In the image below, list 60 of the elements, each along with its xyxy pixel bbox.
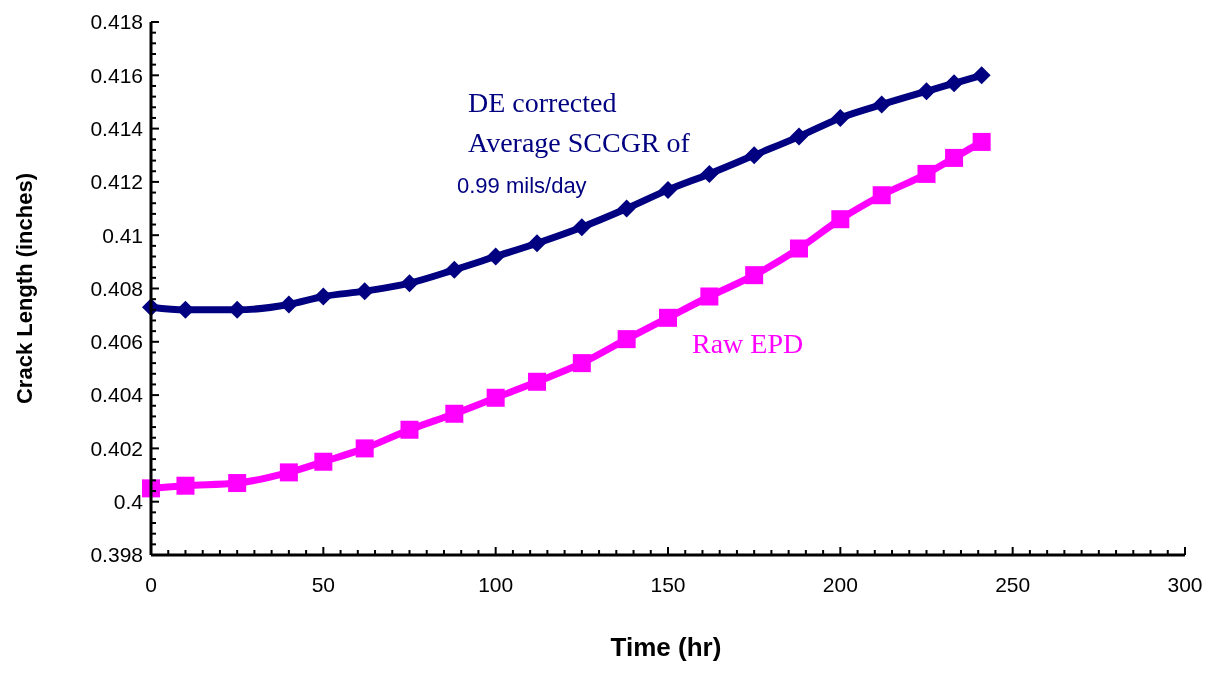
point bbox=[917, 82, 936, 101]
point bbox=[400, 274, 419, 293]
point bbox=[445, 260, 464, 279]
y-tick-label: 0.408 bbox=[90, 276, 143, 300]
y-tick-label: 0.406 bbox=[90, 330, 143, 354]
y-tick-label: 0.412 bbox=[90, 170, 143, 194]
point bbox=[279, 463, 298, 482]
x-tick-label: 50 bbox=[311, 573, 336, 597]
series-label: Raw EPD bbox=[692, 328, 804, 359]
point bbox=[486, 247, 505, 266]
point bbox=[355, 439, 374, 458]
y-tick-label: 0.4 bbox=[113, 490, 144, 514]
y-axis-title: Crack Length (inches) bbox=[12, 172, 37, 405]
point bbox=[745, 146, 764, 165]
x-tick-label: 250 bbox=[995, 573, 1031, 597]
x-tick-label: 150 bbox=[650, 573, 686, 597]
y-tick-label: 0.418 bbox=[90, 10, 143, 34]
point bbox=[314, 287, 333, 306]
y-tick-label: 0.398 bbox=[90, 543, 143, 567]
point bbox=[872, 186, 891, 205]
annotation: Average SCCGR of bbox=[468, 127, 691, 158]
x-tick-label: 200 bbox=[822, 573, 858, 597]
point bbox=[528, 372, 547, 391]
point bbox=[831, 108, 850, 127]
point bbox=[314, 452, 333, 471]
point bbox=[617, 330, 636, 349]
point bbox=[572, 218, 591, 237]
x-tick-label: 100 bbox=[478, 573, 514, 597]
point bbox=[659, 308, 677, 327]
point bbox=[445, 404, 464, 423]
y-tick-label: 0.402 bbox=[90, 436, 143, 460]
x-axis-title: Time (hr) bbox=[610, 632, 722, 662]
point bbox=[917, 164, 936, 183]
text: DE corrected bbox=[468, 87, 617, 118]
annotation: 0.99 mils/day bbox=[457, 173, 587, 198]
point bbox=[176, 476, 195, 495]
x-tick-label: 0 bbox=[145, 573, 157, 597]
x-tick-label: 300 bbox=[1167, 573, 1203, 597]
point bbox=[528, 234, 547, 253]
point bbox=[831, 210, 850, 229]
point bbox=[972, 66, 991, 85]
point bbox=[789, 239, 808, 258]
point bbox=[228, 474, 247, 493]
y-tick-label: 0.416 bbox=[90, 63, 143, 87]
point bbox=[617, 199, 636, 218]
point bbox=[486, 388, 505, 407]
point bbox=[789, 127, 808, 146]
y-tick-label: 0.404 bbox=[90, 383, 144, 407]
point bbox=[945, 74, 964, 93]
y-tick-label: 0.414 bbox=[90, 116, 144, 140]
point bbox=[572, 354, 591, 373]
point bbox=[700, 164, 719, 183]
point bbox=[745, 266, 764, 285]
point bbox=[400, 420, 419, 439]
y-tick-label: 0.41 bbox=[102, 223, 143, 247]
point bbox=[700, 287, 719, 306]
point bbox=[872, 95, 891, 114]
point bbox=[972, 132, 991, 151]
point bbox=[659, 180, 677, 199]
point bbox=[945, 148, 964, 167]
